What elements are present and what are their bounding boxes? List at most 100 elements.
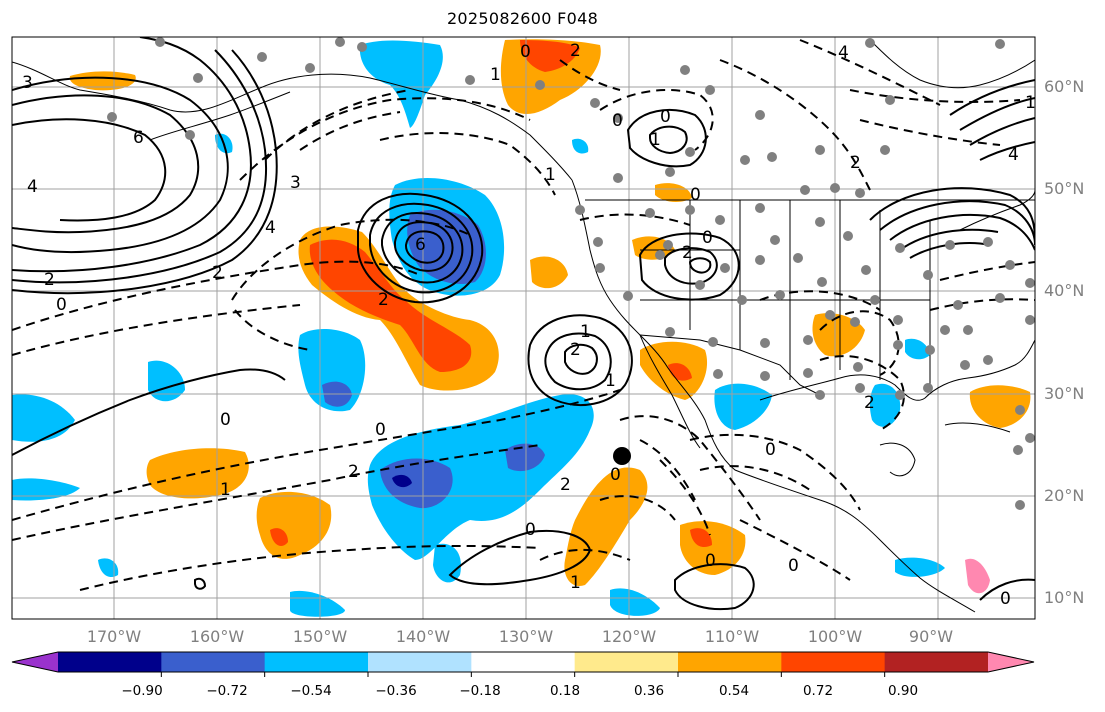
contour-label: 1: [220, 480, 231, 500]
colorbar: [11, 651, 1035, 677]
blue-blob-south-2: [610, 588, 660, 616]
lon-label: 170°W: [86, 627, 142, 646]
lon-label: 120°W: [601, 627, 657, 646]
contour-low-ne-pacific-1: [357, 192, 484, 304]
lat-label: 50°N: [1044, 179, 1085, 198]
red-spot-south: [270, 528, 288, 546]
colorbar-segment: [678, 652, 782, 672]
lat-label: 30°N: [1044, 384, 1085, 403]
contour-label: 6: [415, 235, 426, 255]
colorbar-tick: 0.54: [718, 683, 750, 699]
colorbar-segment: [781, 652, 886, 672]
contour-label: 0: [375, 420, 386, 440]
contour-label: 1: [1025, 93, 1036, 113]
colorbar-tick: 0.72: [802, 683, 834, 699]
coast-hudson: [869, 39, 1035, 89]
graticule: [12, 37, 1035, 619]
orange-blob-se-us: [969, 385, 1031, 428]
colorbar-segment: [884, 652, 989, 672]
contours-negative: [12, 39, 1035, 591]
colorbar-segment: [471, 652, 576, 672]
contour-label: 0: [788, 556, 799, 576]
map-title: 2025082600 F048: [446, 9, 599, 28]
contours-positive: [12, 37, 1035, 611]
contour-label: 0: [525, 520, 536, 540]
lon-label: 90°W: [908, 627, 954, 646]
contour-canada: [626, 109, 707, 168]
red-blob-ne-pacific: [309, 239, 472, 372]
contour-label: 2: [348, 462, 359, 482]
lon-label: 110°W: [704, 627, 760, 646]
blue-blob-far-west-2: [12, 478, 80, 501]
contour-label: 0: [702, 228, 713, 248]
blue-blob-south-1: [290, 590, 345, 617]
contour-label: 3: [22, 73, 33, 93]
colorbar-tick: 0.36: [633, 683, 665, 699]
coast-northeast: [959, 189, 1035, 231]
contour-label: 2: [44, 270, 55, 290]
lon-label: 140°W: [395, 627, 451, 646]
blue-blob-gulf: [905, 338, 930, 360]
contour-caribbean: [979, 578, 1035, 601]
contour-se-high-1: [869, 187, 1035, 241]
blue-blob-far-west-3: [98, 558, 119, 578]
colorbar-extend-low: [12, 652, 58, 672]
contour-label: 0: [610, 465, 621, 485]
contour-label: 1: [580, 322, 591, 342]
coastlines: [12, 39, 1035, 613]
lat-label: 60°N: [1044, 77, 1085, 96]
dark-blue-spot-east: [505, 443, 545, 472]
contour-label: 1: [570, 573, 581, 593]
contour-label: 3: [290, 173, 301, 193]
colorbar-extend-high: [988, 652, 1034, 672]
contour-label: 2: [560, 475, 571, 495]
orange-blob-california: [530, 256, 568, 289]
colorbar-segment: [58, 652, 162, 672]
coast-cuba: [944, 422, 1011, 433]
colorbar-segment: [368, 652, 472, 672]
contour-label: 0: [612, 111, 623, 131]
contour-label: 2: [570, 41, 581, 61]
border-us-mexico: [639, 334, 821, 396]
colorbar-segment: [264, 652, 369, 672]
location-marker: [613, 447, 631, 465]
contour-label: 4: [1008, 145, 1019, 165]
lon-label: 100°W: [807, 627, 863, 646]
coast-yucatan: [879, 442, 916, 477]
orange-band-baja: [564, 467, 648, 586]
contour-label: 0: [705, 551, 716, 571]
contour-label: 0: [220, 410, 231, 430]
coast-alaska: [12, 61, 573, 181]
colorbar-outline: [11, 651, 1035, 673]
lat-label: 20°N: [1044, 486, 1085, 505]
orange-blob-idaho: [655, 183, 692, 202]
lon-label: 150°W: [292, 627, 348, 646]
coast-westcoast: [571, 179, 976, 613]
coast-gulf: [759, 339, 1035, 401]
contour-label: 2: [378, 290, 389, 310]
colorbar-tick: −0.72: [206, 683, 248, 699]
colorbar-tick: −0.54: [290, 683, 332, 699]
lat-label: 10°N: [1044, 588, 1085, 607]
lat-label: 40°N: [1044, 281, 1085, 300]
lon-label: 160°W: [189, 627, 245, 646]
contour-label: 4: [27, 177, 38, 197]
contour-label: 0: [690, 185, 701, 205]
lon-label: 130°W: [498, 627, 554, 646]
blue-blob-gulf-alaska: [359, 40, 443, 128]
contour-label: 0: [520, 42, 531, 62]
contour-low-offshore: [527, 314, 633, 406]
coast-aleutians: [149, 91, 291, 141]
contour-label: 0: [1000, 589, 1011, 609]
contour-label: 6: [133, 128, 144, 148]
pink-blob-caribbean: [965, 558, 990, 594]
contour-label: 2: [570, 340, 581, 360]
navy-spot-subtropical: [392, 474, 412, 488]
contour-label: 0: [765, 440, 776, 460]
contour-label: 0: [56, 295, 67, 315]
colorbar-tick: 0.90: [887, 683, 919, 699]
contour-labels: 3 6 4 2 0 1 3 2 6 4 0 1 2 0 2 0 2 2 0 1 …: [22, 41, 1036, 609]
map-frame: [11, 36, 1036, 620]
contour-label: 2: [864, 393, 875, 413]
